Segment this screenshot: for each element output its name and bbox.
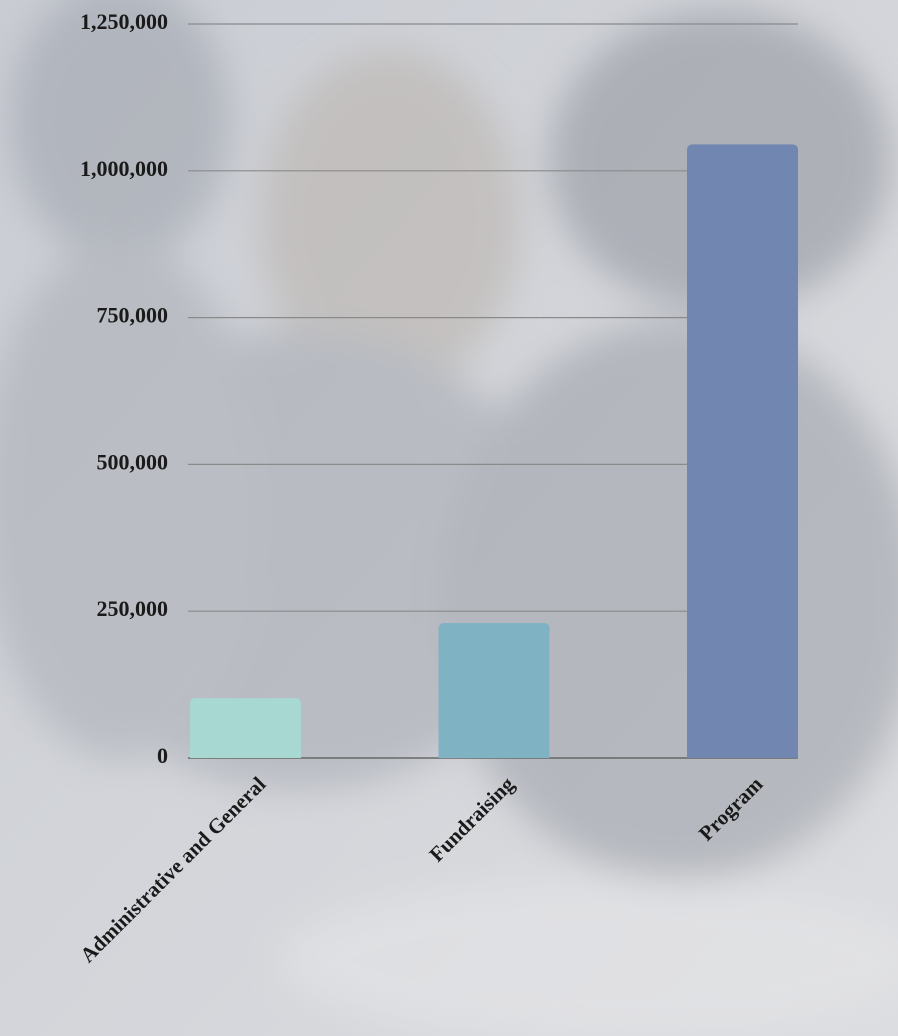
bar bbox=[190, 698, 301, 758]
bar bbox=[687, 144, 798, 759]
y-tick-label: 250,000 bbox=[97, 596, 169, 621]
y-tick-label: 0 bbox=[157, 743, 168, 768]
y-tick-label: 500,000 bbox=[97, 449, 169, 474]
y-tick-label: 750,000 bbox=[97, 303, 169, 328]
bar bbox=[438, 622, 550, 758]
y-tick-label: 1,000,000 bbox=[80, 156, 168, 181]
y-tick-label: 1,250,000 bbox=[80, 9, 168, 34]
